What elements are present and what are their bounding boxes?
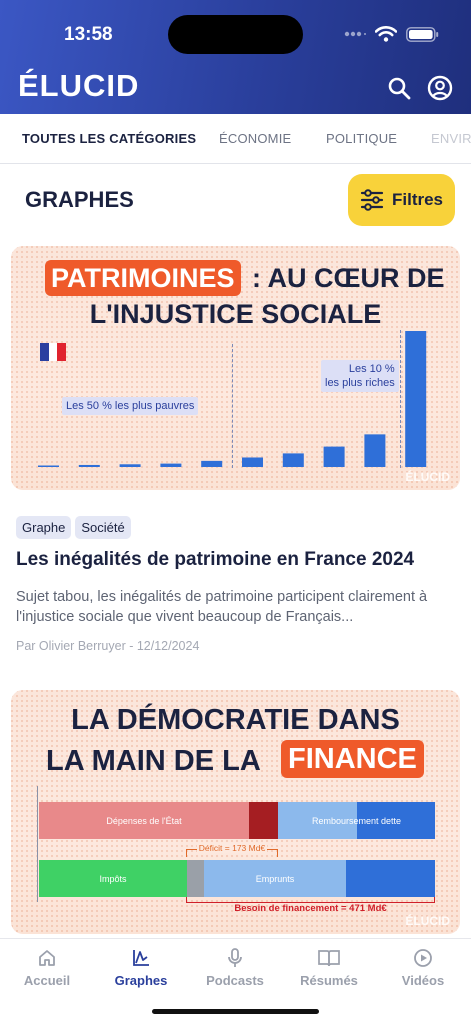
thumbnail2-watermark: ÉLUCID <box>405 914 450 928</box>
article-tags: Graphe Société <box>16 516 135 539</box>
label-richest-line1: Les 10 % <box>348 363 395 375</box>
thumbnail2-title-line1: LA DÉMOCRATIE DANS <box>71 704 400 736</box>
article-meta: Par Olivier Berruyer - 12/12/2024 <box>16 639 200 653</box>
nav-label-resumes: Résumés <box>300 973 358 988</box>
label-richest-line2: les plus riches <box>325 377 395 389</box>
wealth-bar-chart <box>38 331 427 467</box>
home-icon <box>39 950 55 966</box>
nav-label-podcasts: Podcasts <box>206 973 264 988</box>
tag-societe[interactable]: Société <box>75 516 131 539</box>
home-indicator <box>152 1009 319 1014</box>
bar-emprunts-dark <box>346 860 435 897</box>
nav-label-accueil: Accueil <box>23 973 71 988</box>
axis-line <box>37 786 38 902</box>
nav-resumes[interactable]: Résumés <box>289 947 369 988</box>
search-button[interactable] <box>385 74 413 102</box>
bar-deficit-segment <box>249 802 278 839</box>
filter-button[interactable]: Filtres <box>348 174 455 226</box>
nav-label-videos: Vidéos <box>401 973 445 988</box>
play-icon <box>414 949 432 967</box>
thumbnail2-title-line2: LA MAIN DE LA <box>46 745 261 777</box>
deficit-label-text: Déficit = 173 Md€ <box>196 843 268 853</box>
bar-depenses-etat: Dépenses de l'État <box>39 802 249 839</box>
bar-emprunts: Emprunts <box>204 860 346 897</box>
thumbnail-title-line2: L'INJUSTICE SOCIALE <box>89 299 382 329</box>
wealth-bar-2 <box>78 464 100 467</box>
label-richest: Les 10 % les plus riches <box>321 360 399 392</box>
wealth-bar-10 <box>405 331 427 467</box>
status-time: 13:58 <box>64 24 113 45</box>
microphone-icon <box>228 948 242 967</box>
dynamic-island <box>168 15 303 54</box>
bar-remboursement-dark <box>357 802 435 839</box>
nav-videos[interactable]: Vidéos <box>383 947 463 988</box>
thumbnail-highlight: PATRIMOINES <box>45 260 241 296</box>
user-icon <box>427 75 453 101</box>
app-logo[interactable]: ÉLUCID <box>18 68 140 103</box>
app-header: 13:58 ÉLUCID <box>0 0 471 114</box>
label-poorest: Les 50 % les plus pauvres <box>62 397 199 415</box>
bar-impots: Impôts <box>39 860 187 897</box>
tab-politique[interactable]: POLITIQUE <box>326 131 398 146</box>
nav-accueil[interactable]: Accueil <box>7 947 87 988</box>
account-button[interactable] <box>426 74 454 102</box>
battery-icon <box>406 26 439 42</box>
divider-line-50 <box>232 344 233 468</box>
thumbnail-title-rest: : AU CŒUR DE <box>252 263 445 293</box>
besoin-bracket <box>186 897 435 903</box>
tab-environnement[interactable]: ENVIRONNEMENT <box>431 131 471 146</box>
filter-label: Filtres <box>391 190 444 209</box>
bar-grey-segment <box>187 860 204 897</box>
nav-label-graphes: Graphes <box>114 973 168 988</box>
filter-sliders-icon <box>360 189 384 211</box>
category-tabs: TOUTES LES CATÉGORIES ÉCONOMIE POLITIQUE… <box>0 114 471 164</box>
article-description: Sujet tabou, les inégalités de patrimoin… <box>16 589 428 625</box>
tag-graphe[interactable]: Graphe <box>16 516 72 539</box>
article-thumbnail-democratie[interactable]: LA DÉMOCRATIE DANS LA MAIN DE LA FINANCE… <box>11 690 460 934</box>
wealth-bar-7 <box>282 453 304 467</box>
nav-podcasts[interactable]: Podcasts <box>195 947 275 988</box>
search-icon <box>388 77 411 100</box>
status-icons <box>344 26 439 42</box>
wealth-bar-8 <box>323 446 345 467</box>
nav-graphes[interactable]: Graphes <box>101 947 181 988</box>
tab-all-categories[interactable]: TOUTES LES CATÉGORIES <box>22 131 197 146</box>
article-title[interactable]: Les inégalités de patrimoine en France 2… <box>16 549 415 570</box>
wealth-bar-9 <box>364 434 386 467</box>
france-flag-icon <box>40 343 66 361</box>
tab-economie[interactable]: ÉCONOMIE <box>219 131 292 146</box>
article-thumbnail-patrimoine[interactable]: PATRIMOINES : AU CŒUR DE L'INJUSTICE SOC… <box>11 246 460 490</box>
section-title: GRAPHES <box>25 187 134 212</box>
label-remboursement-dette: Remboursement dette <box>311 815 402 826</box>
bar-remboursement-light <box>278 802 357 839</box>
thumbnail-watermark: ÉLUCID <box>405 470 450 484</box>
deficit-label: Déficit = 173 Md€ <box>186 843 278 853</box>
divider-line-90 <box>400 330 401 468</box>
wealth-bar-5 <box>201 460 223 467</box>
wealth-bar-4 <box>160 463 182 467</box>
wealth-bar-1 <box>38 465 59 467</box>
book-icon <box>318 950 340 967</box>
wifi-icon <box>375 26 397 42</box>
thumbnail2-highlight: FINANCE <box>281 740 424 778</box>
signal-icon <box>344 31 366 37</box>
chart-icon <box>133 950 149 966</box>
besoin-label: Besoin de financement = 471 Md€ <box>234 903 387 914</box>
wealth-bar-3 <box>119 464 141 467</box>
wealth-bar-6 <box>242 457 263 467</box>
